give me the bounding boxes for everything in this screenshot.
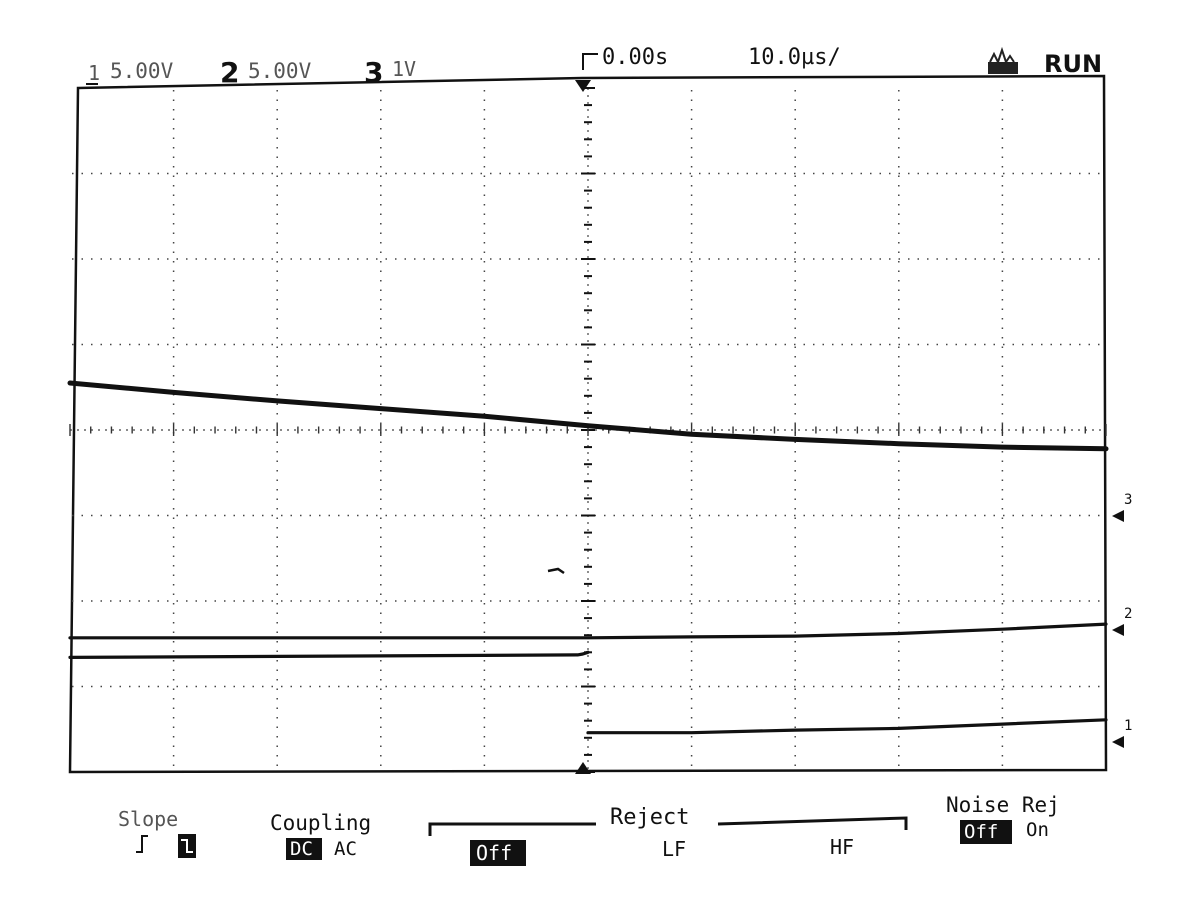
delay-marker-icon [582, 53, 598, 70]
rising-slope-icon [136, 835, 148, 853]
coupling-label: Coupling [270, 811, 371, 835]
slope-label: Slope [118, 807, 178, 831]
ch3-arrow-icon [1112, 510, 1124, 522]
softkey-slope[interactable]: Slope [118, 807, 196, 858]
falling-slope-glyph [181, 839, 193, 853]
ch2-number[interactable]: 2 [220, 56, 239, 89]
ch2-scale[interactable]: 5.00V [248, 59, 312, 83]
reject-bracket [428, 816, 908, 836]
ch2-marker-label: 2 [1124, 606, 1132, 622]
trigger-level-tick [547, 567, 565, 575]
trace-ch1 [68, 650, 1108, 735]
ch1-scale[interactable]: 5.00V [110, 59, 174, 83]
trace-ch3 [67, 380, 1109, 452]
softkey-coupling[interactable]: Coupling DC AC [270, 811, 371, 860]
softkey-noise-rej[interactable]: Noise Rej Off On [946, 793, 1060, 844]
ch1-arrow-icon [1112, 736, 1124, 748]
noise-on-option: On [1026, 819, 1049, 841]
ch2-ground-marker[interactable]: 2 [1112, 606, 1132, 636]
timebase-value[interactable]: 10.0µs/ [748, 45, 841, 70]
center-axes [69, 87, 1107, 773]
ch1-ground-marker[interactable]: 1 [1112, 718, 1132, 748]
ch3-scale[interactable]: 1V [392, 57, 416, 81]
graticule-grid [72, 90, 1104, 770]
acquire-icon [988, 46, 1018, 74]
ch3-marker-label: 3 [1124, 492, 1132, 508]
ch3-ground-marker[interactable]: 3 [1112, 492, 1132, 522]
ch1-number[interactable]: 1 [88, 61, 100, 85]
noise-rej-label: Noise Rej [946, 793, 1060, 817]
reject-label: Reject [610, 805, 689, 830]
reject-off-highlight [470, 840, 526, 866]
reject-off-option: Off [476, 841, 512, 865]
delay-value[interactable]: 0.00s [602, 45, 668, 70]
ch3-number[interactable]: 3 [364, 56, 383, 89]
coupling-ac-option: AC [334, 838, 357, 860]
softkey-reject[interactable]: Reject Off LF HF [428, 805, 908, 866]
run-status[interactable]: RUN [1044, 50, 1102, 78]
ch1-marker-label: 1 [1124, 718, 1132, 734]
trigger-top-marker-icon [575, 80, 591, 92]
ch2-arrow-icon [1112, 624, 1124, 636]
trigger-bottom-marker-icon [575, 762, 591, 774]
noise-off-option: Off [964, 821, 998, 843]
reject-lf-option: LF [662, 837, 686, 861]
reject-hf-option: HF [830, 835, 854, 859]
trace-ch2 [68, 622, 1108, 640]
coupling-dc-option: DC [290, 838, 313, 860]
waveform-traces [67, 380, 1109, 735]
status-bar: 1 5.00V 2 5.00V 3 1V 0.00s 10.0µs/ RUN [86, 45, 1102, 89]
noise-off-highlight [960, 820, 1012, 844]
coupling-dc-highlight [286, 838, 322, 860]
